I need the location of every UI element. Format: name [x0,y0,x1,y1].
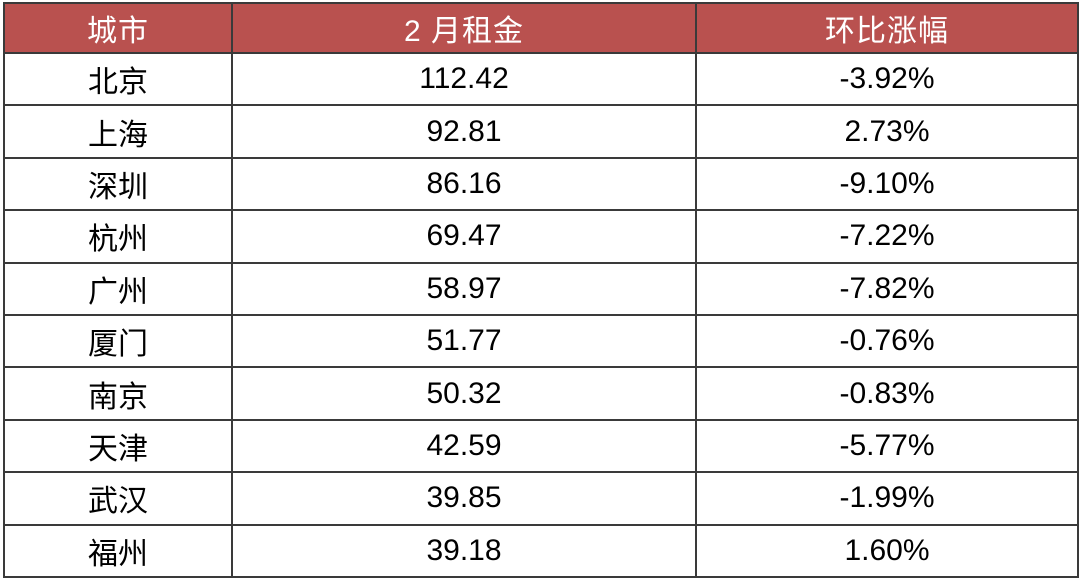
header-cell-mom-change: 环比涨幅 [695,2,1079,54]
rent-cell: 86.16 [231,156,697,212]
city-cell: 厦门 [3,313,233,369]
mom-cell: 1.60% [695,523,1079,578]
mom-cell: -3.92% [695,51,1079,107]
table-row: 天津 42.59 -5.77% [3,418,1079,474]
rent-cell: 42.59 [231,418,697,474]
mom-cell: 2.73% [695,104,1079,159]
mom-cell: -7.82% [695,261,1079,316]
city-cell: 广州 [3,261,233,316]
header-cell-city: 城市 [3,2,233,54]
city-cell: 天津 [3,418,233,474]
city-cell: 南京 [3,366,233,421]
mom-cell: -0.83% [695,366,1079,421]
city-cell: 深圳 [3,156,233,212]
mom-cell: -1.99% [695,471,1079,526]
city-cell: 北京 [3,51,233,107]
mom-cell: -7.22% [695,209,1079,264]
table-row: 南京 50.32 -0.83% [3,366,1079,421]
mom-cell: -5.77% [695,418,1079,474]
header-cell-rent: 2 月租金 [231,2,697,54]
city-rent-table: 城市 2 月租金 环比涨幅 北京 112.42 -3.92% 上海 92.81 … [3,2,1079,578]
table-row: 深圳 86.16 -9.10% [3,156,1079,212]
city-cell: 福州 [3,523,233,578]
table-row: 武汉 39.85 -1.99% [3,471,1079,526]
rent-cell: 39.18 [231,523,697,578]
mom-cell: -0.76% [695,313,1079,369]
rent-cell: 50.32 [231,366,697,421]
mom-cell: -9.10% [695,156,1079,212]
rent-cell: 39.85 [231,471,697,526]
table-row: 福州 39.18 1.60% [3,523,1079,578]
rent-cell: 92.81 [231,104,697,159]
rent-cell: 51.77 [231,313,697,369]
city-cell: 上海 [3,104,233,159]
table-row: 杭州 69.47 -7.22% [3,209,1079,264]
rent-cell: 112.42 [231,51,697,107]
header-row: 城市 2 月租金 环比涨幅 [3,2,1079,54]
table-row: 北京 112.42 -3.92% [3,51,1079,107]
city-cell: 武汉 [3,471,233,526]
table-row: 上海 92.81 2.73% [3,104,1079,159]
rent-cell: 69.47 [231,209,697,264]
city-cell: 杭州 [3,209,233,264]
rent-cell: 58.97 [231,261,697,316]
table-row: 广州 58.97 -7.82% [3,261,1079,316]
table-row: 厦门 51.77 -0.76% [3,313,1079,369]
